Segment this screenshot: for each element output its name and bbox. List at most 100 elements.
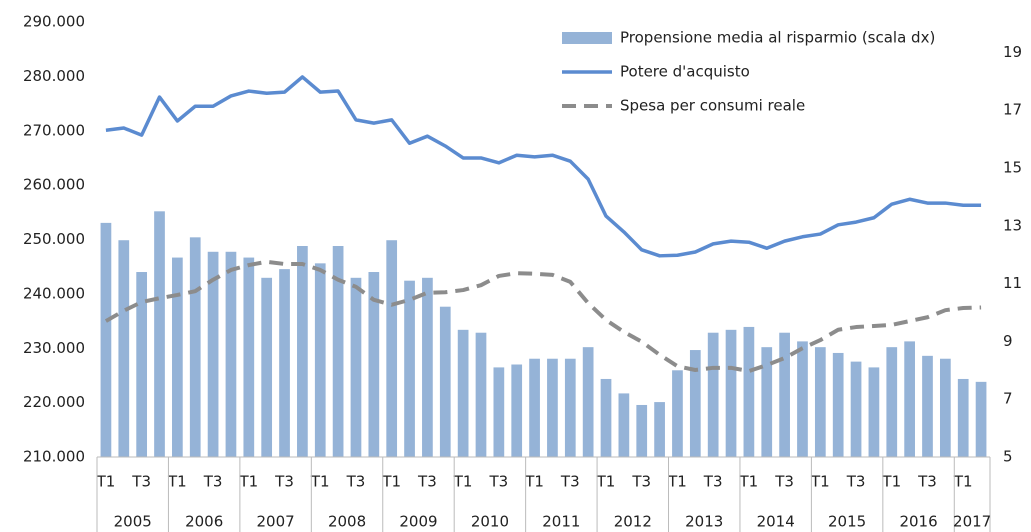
legend-swatch: [562, 32, 612, 44]
year-label: 2015: [828, 513, 866, 531]
bar: [779, 332, 790, 457]
y2-tick-label: 9: [1003, 332, 1013, 350]
bar: [886, 347, 898, 457]
y2-tick-label: 11: [1003, 274, 1022, 292]
year-label: 2011: [542, 513, 580, 531]
bar: [243, 257, 255, 457]
bar: [511, 364, 523, 457]
bar: [225, 251, 237, 457]
bar: [261, 277, 273, 457]
x-tick-label: T1: [596, 473, 616, 491]
x-tick-label: T1: [96, 473, 116, 491]
x-tick-label: T1: [310, 473, 330, 491]
x-tick-label: T1: [524, 473, 544, 491]
x-tick-label: T3: [346, 473, 366, 491]
bar: [725, 329, 737, 457]
bar: [350, 277, 362, 457]
bar: [797, 341, 808, 457]
bar: [314, 263, 326, 457]
year-label: 2013: [685, 513, 723, 531]
y-tick-label: 230.000: [23, 339, 85, 357]
y2-tick-label: 5: [1003, 448, 1013, 466]
x-tick-label: T1: [381, 473, 401, 491]
x-tick-label: T3: [774, 473, 794, 491]
bar: [707, 332, 719, 457]
bar: [493, 367, 505, 457]
bar: [904, 341, 915, 457]
y2-tick-label: 15: [1003, 158, 1022, 176]
bar: [439, 306, 451, 457]
bar: [207, 251, 219, 457]
bar: [582, 347, 594, 457]
y-tick-label: 260.000: [23, 176, 85, 194]
bar: [636, 404, 648, 457]
x-tick-label: T3: [846, 473, 866, 491]
x-tick-label: T3: [131, 473, 151, 491]
bar: [368, 272, 380, 457]
x-tick-label: T3: [631, 473, 651, 491]
x-tick-label: T1: [453, 473, 473, 491]
y-tick-label: 270.000: [23, 121, 85, 139]
bar: [672, 370, 683, 457]
bar: [279, 269, 290, 457]
x-tick-label: T1: [667, 473, 687, 491]
y2-tick-label: 19: [1003, 43, 1022, 61]
bar: [547, 358, 558, 457]
y-tick-label: 210.000: [23, 448, 85, 466]
year-label: 2009: [399, 513, 437, 531]
bar: [332, 246, 344, 457]
year-label: 2008: [328, 513, 366, 531]
year-label: 2010: [471, 513, 509, 531]
bar: [689, 350, 701, 457]
bar: [654, 402, 665, 457]
x-tick-label: T1: [739, 473, 759, 491]
bar: [868, 367, 880, 457]
line: [105, 75, 982, 258]
year-label: 2017: [953, 513, 991, 531]
bar: [564, 358, 576, 457]
line: [104, 259, 982, 374]
y2-tick-label: 7: [1003, 390, 1013, 408]
x-tick-label: T3: [917, 473, 937, 491]
bar: [154, 211, 165, 457]
bar: [529, 358, 540, 457]
x-tick-label: T3: [417, 473, 437, 491]
x-tick-label: T3: [703, 473, 723, 491]
x-tick-label: T1: [238, 473, 258, 491]
y2-tick-label: 13: [1003, 216, 1022, 234]
bar: [189, 237, 201, 457]
y-tick-label: 250.000: [23, 230, 85, 248]
bar: [922, 355, 933, 457]
bar: [297, 246, 308, 457]
year-label: 2016: [899, 513, 937, 531]
legend-label: Spesa per consumi reale: [620, 97, 805, 115]
year-label: 2006: [185, 513, 223, 531]
x-tick-label: T3: [560, 473, 580, 491]
year-label: 2007: [257, 513, 295, 531]
bar: [422, 277, 433, 457]
year-label: 2005: [114, 513, 152, 531]
y-tick-label: 290.000: [23, 13, 85, 31]
x-tick-label: T1: [953, 473, 973, 491]
bar: [404, 280, 415, 457]
bar: [939, 358, 951, 457]
bar: [172, 257, 183, 457]
y-tick-label: 220.000: [23, 393, 85, 411]
x-tick-label: T3: [203, 473, 223, 491]
bar: [475, 332, 487, 457]
bar: [136, 272, 148, 457]
legend-label: Potere d'acquisto: [620, 63, 750, 81]
bar: [761, 347, 773, 457]
x-tick-label: T3: [488, 473, 508, 491]
bar: [850, 361, 862, 457]
bar: [100, 222, 112, 457]
y-tick-label: 240.000: [23, 284, 85, 302]
bar: [118, 240, 130, 457]
bar: [832, 352, 844, 457]
y-tick-label: 280.000: [23, 67, 85, 85]
bar: [975, 381, 987, 457]
bar: [618, 393, 630, 457]
x-tick-label: T1: [810, 473, 830, 491]
x-tick-label: T1: [881, 473, 901, 491]
